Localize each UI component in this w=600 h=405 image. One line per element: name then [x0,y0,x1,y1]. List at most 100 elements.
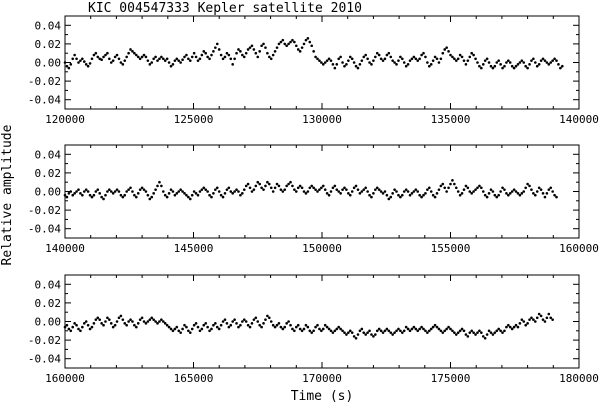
data-point [472,190,475,193]
data-point [96,316,100,320]
data-point [241,320,244,323]
data-point [181,190,184,193]
data-point [474,188,477,191]
data-point [372,59,375,62]
data-point [165,57,169,61]
data-point [541,57,545,61]
data-point [528,184,531,188]
data-point [516,192,520,195]
data-point [374,55,377,59]
data-point [237,48,240,51]
data-point [102,197,105,201]
data-point [520,318,524,321]
data-point [281,327,285,331]
data-point [279,188,283,191]
data-point [190,327,194,331]
data-point [431,325,435,329]
data-point [279,40,283,44]
data-point [206,325,209,329]
data-point [449,182,452,186]
data-point [162,57,165,61]
data-point [169,64,173,68]
data-point [252,48,256,51]
data-point [223,55,227,59]
data-point [364,53,367,57]
data-point [264,46,267,49]
data-point [273,50,277,53]
data-point [470,51,474,55]
data-point [285,184,288,188]
data-point [389,195,393,199]
data-point [246,323,250,327]
data-point [79,59,82,62]
data-point [98,192,101,195]
data-point [135,53,138,57]
data-point [464,184,468,188]
data-point [187,195,190,199]
data-point [366,57,369,61]
data-point [331,186,335,190]
data-point [325,59,329,62]
data-point [115,320,119,323]
x-tick-label: 140000 [559,113,599,126]
data-point [551,190,554,193]
data-point [337,57,341,61]
data-point [82,60,86,63]
data-point [181,327,184,331]
data-point [100,195,103,199]
data-point [169,188,173,191]
data-point [435,57,439,61]
data-point [256,180,260,184]
data-point [406,190,410,193]
data-point [441,331,445,334]
data-point [239,193,242,197]
y-tick-label: 0.00 [35,186,62,199]
data-point [528,318,531,321]
data-point [117,57,121,61]
data-point [551,318,554,321]
data-point [310,44,314,48]
panel-2: 0.04 0.02 0.00 -0.02 -0.04 140000 145000 150000… [28,144,599,255]
data-point [358,63,362,66]
data-point [414,57,418,61]
data-point [304,192,308,195]
data-point [480,66,483,70]
data-point [63,61,67,64]
data-point [271,323,275,327]
data-point [543,195,547,199]
data-point [343,186,346,190]
data-point [65,64,69,68]
data-point [119,314,123,318]
data-point [92,53,96,57]
data-point [181,58,184,62]
data-point [150,316,154,320]
data-point [94,318,98,321]
data-point [244,51,248,55]
data-point [100,58,103,62]
data-point [437,61,441,64]
data-point [483,336,487,340]
data-point [306,190,310,193]
data-point [487,61,491,64]
data-point [379,329,383,333]
data-point [412,55,416,59]
data-point [133,193,136,197]
data-point [468,190,472,193]
data-point [239,323,242,327]
data-point [162,320,165,323]
data-point [237,325,240,329]
data-point [241,53,244,57]
data-point [483,193,487,197]
data-point [524,186,527,190]
data-point [69,190,73,193]
data-point [198,190,202,193]
data-point [445,190,448,193]
data-point [360,190,364,193]
data-point [94,190,98,193]
data-point [302,327,306,331]
data-point [327,193,331,197]
data-point [138,318,142,321]
data-point [530,188,533,191]
data-point [495,195,499,199]
